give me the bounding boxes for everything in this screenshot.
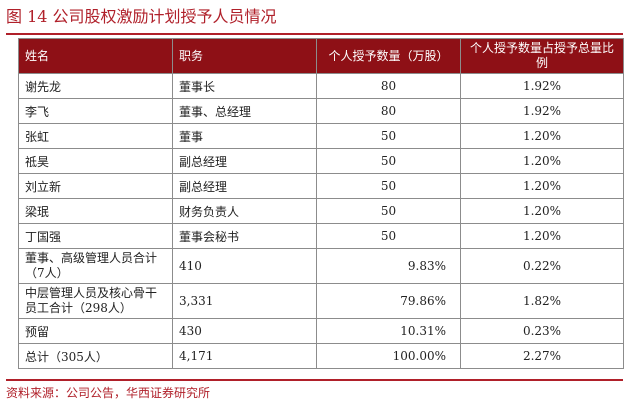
table-row: 李飞 董事、总经理 80 1.92% <box>18 98 624 124</box>
figure-title: 图 14 公司股权激励计划授予人员情况 <box>6 7 277 26</box>
cell-position: 董事长 <box>172 73 317 99</box>
table-header-row: 姓名 职务 个人授予数量（万股） 个人授予数量占授予总量比例 <box>18 38 624 74</box>
cell-amount: 50 <box>316 198 461 224</box>
summary-row: 预留 430 10.31% 0.23% <box>18 318 624 344</box>
cell-name: 李飞 <box>18 98 173 124</box>
cell-ratio: 1.92% <box>460 98 624 124</box>
cell-summary-amount: 430 <box>172 318 317 344</box>
cell-summary-amount: 4,171 <box>172 343 317 369</box>
summary-row: 总计（305人） 4,171 100.00% 2.27% <box>18 343 624 369</box>
table-row: 梁珉 财务负责人 50 1.20% <box>18 198 624 224</box>
cell-summary-share: 79.86% <box>316 283 461 319</box>
summary-row: 中层管理人员及核心骨干员工合计（298人） 3,331 79.86% 1.82% <box>18 283 624 319</box>
cell-name: 丁国强 <box>18 223 173 249</box>
table-row: 刘立新 副总经理 50 1.20% <box>18 173 624 199</box>
cell-ratio: 1.92% <box>460 73 624 99</box>
cell-summary-ratio: 0.23% <box>460 318 624 344</box>
cell-position: 副总经理 <box>172 148 317 174</box>
title-divider <box>6 33 623 35</box>
cell-name: 刘立新 <box>18 173 173 199</box>
cell-amount: 50 <box>316 173 461 199</box>
cell-name: 张虹 <box>18 123 173 149</box>
cell-summary-ratio: 2.27% <box>460 343 624 369</box>
cell-ratio: 1.20% <box>460 198 624 224</box>
cell-summary-label: 董事、高级管理人员合计（7人） <box>18 248 173 284</box>
cell-position: 副总经理 <box>172 173 317 199</box>
source-divider <box>6 379 623 381</box>
cell-ratio: 1.20% <box>460 223 624 249</box>
cell-name: 梁珉 <box>18 198 173 224</box>
cell-summary-amount: 410 <box>172 248 317 284</box>
cell-position: 董事会秘书 <box>172 223 317 249</box>
cell-ratio: 1.20% <box>460 123 624 149</box>
grant-table: 姓名 职务 个人授予数量（万股） 个人授予数量占授予总量比例 谢先龙 董事长 8… <box>18 38 624 369</box>
cell-summary-share: 9.83% <box>316 248 461 284</box>
header-ratio: 个人授予数量占授予总量比例 <box>460 38 624 74</box>
header-position: 职务 <box>172 38 317 74</box>
cell-summary-ratio: 1.82% <box>460 283 624 319</box>
header-name: 姓名 <box>18 38 173 74</box>
cell-name: 祗昊 <box>18 148 173 174</box>
cell-name: 谢先龙 <box>18 73 173 99</box>
cell-summary-label: 中层管理人员及核心骨干员工合计（298人） <box>18 283 173 319</box>
table-row: 丁国强 董事会秘书 50 1.20% <box>18 223 624 249</box>
cell-summary-label: 总计（305人） <box>18 343 173 369</box>
cell-amount: 50 <box>316 223 461 249</box>
table-row: 张虹 董事 50 1.20% <box>18 123 624 149</box>
cell-ratio: 1.20% <box>460 173 624 199</box>
cell-position: 董事 <box>172 123 317 149</box>
cell-amount: 80 <box>316 73 461 99</box>
cell-amount: 50 <box>316 148 461 174</box>
cell-summary-share: 100.00% <box>316 343 461 369</box>
cell-amount: 50 <box>316 123 461 149</box>
cell-position: 董事、总经理 <box>172 98 317 124</box>
table-row: 谢先龙 董事长 80 1.92% <box>18 73 624 99</box>
cell-summary-ratio: 0.22% <box>460 248 624 284</box>
source-note: 资料来源：公司公告，华西证券研究所 <box>6 386 211 400</box>
cell-summary-label: 预留 <box>18 318 173 344</box>
cell-position: 财务负责人 <box>172 198 317 224</box>
summary-row: 董事、高级管理人员合计（7人） 410 9.83% 0.22% <box>18 248 624 284</box>
cell-summary-amount: 3,331 <box>172 283 317 319</box>
cell-ratio: 1.20% <box>460 148 624 174</box>
cell-summary-share: 10.31% <box>316 318 461 344</box>
cell-amount: 80 <box>316 98 461 124</box>
header-amount: 个人授予数量（万股） <box>316 38 461 74</box>
table-row: 祗昊 副总经理 50 1.20% <box>18 148 624 174</box>
